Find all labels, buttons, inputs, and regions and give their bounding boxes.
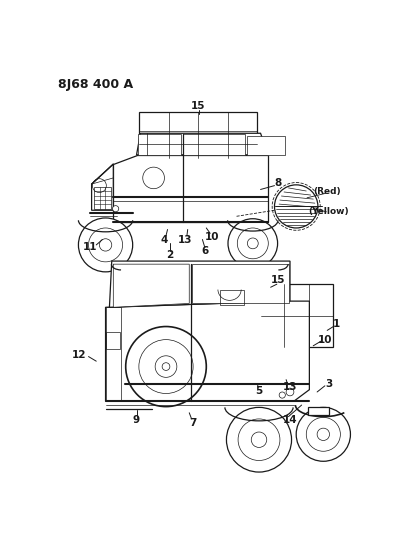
Text: 11: 11 [83,242,97,252]
Polygon shape [109,261,290,308]
Circle shape [317,428,330,440]
Circle shape [113,206,119,212]
Bar [220,289,244,305]
Bar [139,112,258,158]
Text: 3: 3 [325,379,332,389]
Circle shape [162,363,170,370]
Bar [105,332,119,349]
Circle shape [306,417,340,451]
Circle shape [88,228,123,262]
Polygon shape [113,264,189,308]
Polygon shape [105,301,309,401]
Text: 14: 14 [283,415,297,425]
Text: 10: 10 [205,232,220,242]
Polygon shape [308,407,329,415]
Circle shape [237,228,268,259]
Circle shape [286,388,294,396]
Text: 5: 5 [256,386,263,396]
Circle shape [228,219,277,268]
Polygon shape [113,155,268,222]
Text: 13: 13 [178,235,193,245]
Bar [94,187,111,209]
Circle shape [100,239,112,251]
Circle shape [78,218,133,272]
Circle shape [238,419,280,461]
Circle shape [155,356,177,377]
Text: 15: 15 [191,101,206,111]
Polygon shape [192,264,289,303]
Bar [105,308,121,401]
Text: 10: 10 [318,335,332,345]
Text: 9: 9 [133,415,140,425]
Text: (Yellow): (Yellow) [308,207,349,216]
Text: 4: 4 [161,235,168,245]
Text: 6: 6 [201,246,209,256]
Text: 15: 15 [271,276,286,285]
Text: 8J68 400 A: 8J68 400 A [57,78,133,91]
Text: 12: 12 [72,350,86,360]
Polygon shape [137,133,268,155]
Circle shape [251,432,267,447]
Text: (Red): (Red) [313,187,341,196]
Bar [183,134,245,155]
Bar [261,284,333,348]
Circle shape [279,392,285,398]
Bar [248,135,285,155]
Circle shape [226,407,292,472]
Circle shape [126,327,206,407]
Text: 7: 7 [189,418,197,428]
Text: 8: 8 [275,179,282,188]
Circle shape [296,407,351,461]
Text: 2: 2 [166,250,174,260]
Text: 1: 1 [333,319,340,329]
Polygon shape [92,164,113,210]
Bar [138,134,181,155]
Text: 13: 13 [283,382,297,392]
Circle shape [139,340,193,393]
